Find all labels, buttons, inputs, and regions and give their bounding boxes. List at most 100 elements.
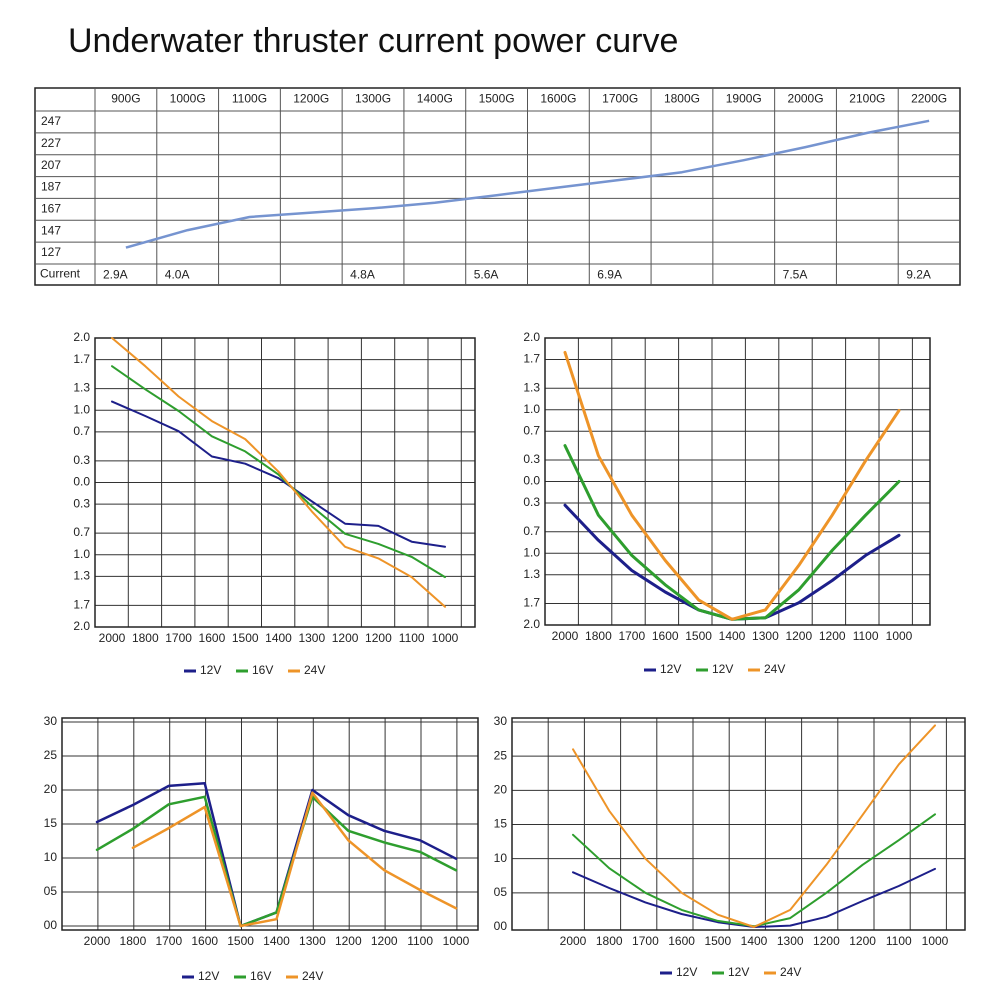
y-tick-label: 30	[44, 714, 58, 728]
x-tick-label: 1300	[298, 631, 325, 645]
x-tick-label: 1000	[886, 629, 913, 643]
x-tick-label: 1400	[719, 629, 746, 643]
column-header: 2100G	[849, 92, 885, 106]
y-tick-label: 05	[494, 885, 508, 899]
x-tick-label: 1800	[132, 631, 159, 645]
legend-label: 24V	[304, 663, 325, 677]
legend-label: 24V	[780, 965, 801, 979]
x-tick-label: 1200	[785, 629, 812, 643]
y-tick-label: 1.0	[523, 402, 540, 416]
x-tick-label: 1500	[232, 631, 259, 645]
column-header: 1800G	[664, 92, 700, 106]
series-line	[111, 365, 446, 579]
legend-label: 24V	[302, 969, 323, 983]
series-line	[95, 795, 458, 928]
page-title: Underwater thruster current power curve	[68, 22, 678, 60]
y-tick-label: 30	[494, 714, 508, 728]
x-tick-label: 1500	[704, 934, 731, 948]
current-value: 5.6A	[474, 268, 499, 282]
y-tick-label: 10	[494, 851, 508, 865]
column-header: 1700G	[602, 92, 638, 106]
legend-label: 12V	[660, 662, 681, 676]
x-tick-label: 1300	[752, 629, 779, 643]
series-line	[111, 400, 446, 548]
x-tick-label: 1300	[777, 934, 804, 948]
y-tick-label: 2.0	[73, 619, 90, 633]
plot-frame	[544, 337, 931, 626]
column-header: 2200G	[911, 92, 947, 106]
y-tick-label: 0.7	[73, 525, 90, 539]
x-tick-label: 1100	[407, 934, 433, 948]
x-tick-label: 2000	[560, 934, 587, 948]
y-tick-label: 20	[44, 782, 58, 796]
y-tick-label: 2.0	[523, 330, 540, 344]
x-tick-label: 1200	[849, 934, 876, 948]
x-tick-label: 1300	[299, 934, 326, 948]
x-tick-label: 2000	[99, 631, 126, 645]
x-tick-label: 1200	[371, 934, 398, 948]
current-value: 6.9A	[597, 268, 622, 282]
series-line	[95, 781, 458, 928]
current-value: 4.0A	[165, 268, 190, 282]
x-tick-label: 1000	[443, 934, 470, 948]
x-tick-label: 1600	[191, 934, 218, 948]
plot-frame	[94, 337, 476, 628]
y-tick-label: 1.3	[73, 381, 90, 395]
y-tick-label: 10	[44, 850, 58, 864]
current-value: 9.2A	[906, 268, 931, 282]
legend-label: 24V	[764, 662, 785, 676]
series-line	[563, 503, 901, 621]
column-header: 900G	[111, 92, 140, 106]
y-tick-label: 00	[44, 918, 58, 932]
y-tick-label: 1.7	[73, 352, 90, 366]
current-value: 7.5A	[783, 268, 808, 282]
y-tick-label: 0.3	[73, 496, 90, 510]
x-tick-label: 1100	[853, 629, 879, 643]
y-tick-label: 1.3	[523, 567, 540, 581]
x-tick-label: 1800	[596, 934, 623, 948]
y-tick-label: 1.0	[73, 547, 90, 561]
y-tick-label: 0.7	[523, 524, 540, 538]
column-header: 1900G	[726, 92, 762, 106]
y-tick-label: 25	[494, 748, 508, 762]
x-tick-label: 1200	[365, 631, 392, 645]
x-tick-label: 1200	[335, 934, 362, 948]
x-tick-label: 1200	[819, 629, 846, 643]
column-header: 1300G	[355, 92, 391, 106]
legend-label: 16V	[252, 663, 273, 677]
series-line	[563, 350, 901, 621]
y-tick-label: 0.0	[73, 475, 90, 489]
column-header: 1500G	[479, 92, 515, 106]
column-header: 1100G	[232, 92, 267, 106]
x-tick-label: 1600	[199, 631, 226, 645]
series-line	[572, 867, 936, 928]
y-tick-label: 0.7	[523, 423, 540, 437]
x-tick-label: 1200	[813, 934, 840, 948]
y-tick-label: 20	[494, 783, 508, 797]
row-label: 247	[41, 114, 61, 128]
column-header: 1000G	[170, 92, 206, 106]
y-tick-label: 25	[44, 748, 58, 762]
series-line	[572, 813, 936, 928]
x-tick-label: 1700	[618, 629, 645, 643]
legend-label: 12V	[198, 969, 219, 983]
legend-label: 12V	[676, 965, 697, 979]
legend-label: 12V	[200, 663, 221, 677]
y-tick-label: 1.0	[73, 402, 90, 416]
y-tick-label: 1.7	[523, 352, 540, 366]
legend-label: 12V	[728, 965, 749, 979]
row-label: 227	[41, 136, 61, 150]
x-tick-label: 1100	[399, 631, 425, 645]
x-tick-label: 1200	[332, 631, 359, 645]
power-line	[125, 119, 930, 249]
x-tick-label: 1400	[741, 934, 768, 948]
x-tick-label: 1500	[227, 934, 254, 948]
x-tick-label: 1500	[685, 629, 712, 643]
x-tick-label: 1100	[886, 934, 912, 948]
x-tick-label: 1600	[652, 629, 679, 643]
row-label: Current	[40, 267, 81, 281]
y-tick-label: 0.0	[523, 474, 540, 488]
x-tick-label: 1000	[432, 631, 459, 645]
row-label: 187	[41, 180, 61, 194]
